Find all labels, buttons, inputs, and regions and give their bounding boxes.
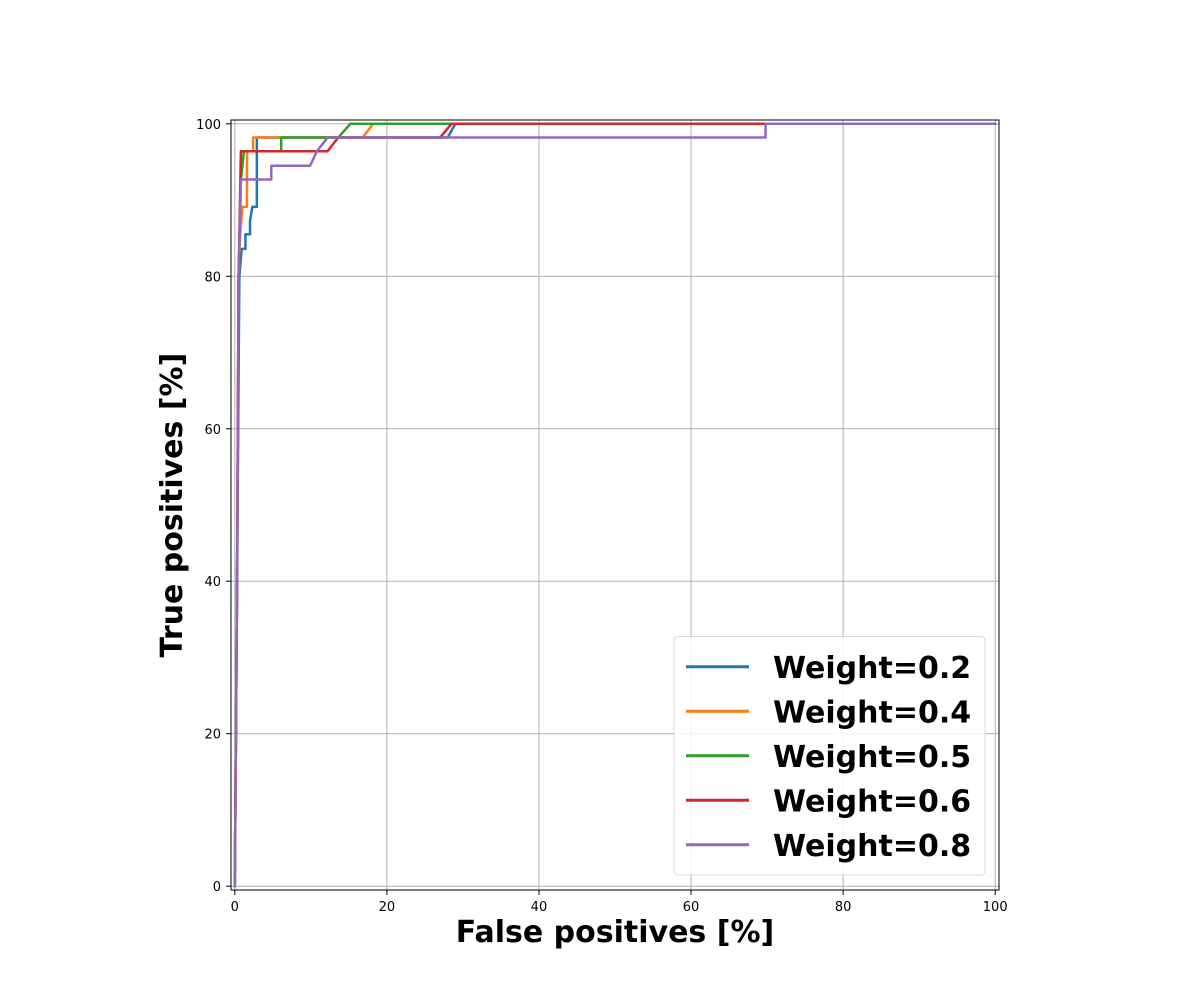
y-tick-label: 80 — [204, 270, 221, 285]
plot-frame — [230, 119, 1000, 891]
y-tick-label: 40 — [204, 575, 221, 590]
y-tick-label: 0 — [213, 880, 221, 895]
legend-label: Weight=0.4 — [773, 695, 971, 730]
y-axis-label: True positives [%] — [155, 353, 190, 658]
y-tick-label: 100 — [196, 118, 221, 133]
legend-label: Weight=0.5 — [773, 740, 971, 775]
legend-label: Weight=0.8 — [773, 829, 971, 864]
series-group — [233, 122, 997, 888]
x-tick-label: 40 — [531, 900, 548, 915]
y-tick-label: 20 — [204, 728, 221, 743]
x-tick-label: 20 — [379, 900, 396, 915]
axis-ticks: 0 20 40 60 80 100 0 20 40 60 80 100 — [196, 118, 1007, 915]
legend-label: Weight=0.2 — [773, 651, 971, 686]
legend-box — [673, 636, 986, 876]
legend: Weight=0.2 Weight=0.4 Weight=0.5 Weight=0.6… — [673, 636, 986, 876]
x-axis-label: False positives [%] — [456, 915, 774, 950]
x-tick-label: 100 — [983, 900, 1008, 915]
legend-label: Weight=0.6 — [773, 784, 971, 819]
x-tick-label: 60 — [683, 900, 700, 915]
x-tick-label: 0 — [231, 900, 239, 915]
x-tick-label: 80 — [835, 900, 852, 915]
series-line-5 — [233, 122, 997, 888]
y-tick-label: 60 — [204, 423, 221, 438]
